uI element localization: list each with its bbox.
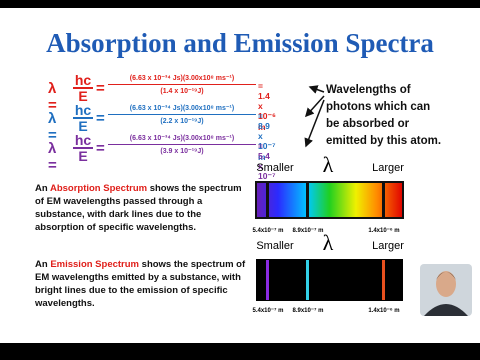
- fraction: hc E: [73, 103, 93, 134]
- arrow: [304, 95, 325, 118]
- absorption-text: An Absorption Spectrum shows the spectru…: [35, 182, 250, 234]
- text: An: [35, 259, 51, 270]
- bright-line: [306, 260, 309, 300]
- fraction: (6.63 x 10⁻³⁴ Js)(3.00x10⁸ ms⁻¹) (1.4 x 1…: [108, 74, 256, 95]
- equals: =: [96, 140, 105, 157]
- line-label: 1.4x10⁻⁶ m: [368, 228, 399, 234]
- dark-line: [306, 183, 309, 217]
- arrow: [308, 85, 325, 94]
- denominator: E: [78, 88, 88, 104]
- line-label: 8.9x10⁻⁷ m: [293, 228, 324, 234]
- smaller-label: Smaller: [256, 162, 294, 174]
- line-label: 5.4x10⁻⁷ m: [253, 308, 284, 314]
- smaller-label: Smaller: [256, 240, 294, 252]
- fraction: (6.63 x 10⁻³⁴ Js)(3.00x10⁸ ms⁻¹) (2.2 x 1…: [108, 104, 256, 125]
- numerator: (6.63 x 10⁻³⁴ Js)(3.00x10⁸ ms⁻¹): [108, 134, 256, 145]
- fraction: hc E: [73, 133, 93, 164]
- larger-label: Larger: [372, 162, 404, 174]
- lhs: λ =: [48, 140, 57, 174]
- spectrum-bar: [256, 259, 403, 301]
- line-label: 1.4x10⁻⁶ m: [368, 308, 399, 314]
- denominator: (1.4 x 10⁻¹⁹J): [160, 88, 204, 95]
- spectrum-bar: [255, 181, 404, 219]
- face: [436, 271, 456, 297]
- numerator: hc: [73, 102, 93, 119]
- note-line: emitted by this atom.: [326, 135, 442, 147]
- result: = 8.9 x 10⁻⁷ m: [258, 111, 276, 162]
- note-line: Wavelengths of: [326, 84, 411, 96]
- denominator: E: [78, 148, 88, 164]
- line-label: 8.9x10⁻⁷ m: [293, 308, 324, 314]
- emission-spectrum: Smaller λ Larger 5.4x10⁻⁷ m 8.9x10⁻⁷ m 1…: [253, 230, 405, 314]
- lhs: λ =: [48, 110, 57, 144]
- denominator: (2.2 x 10⁻¹⁹J): [160, 118, 204, 125]
- numerator: (6.63 x 10⁻³⁴ Js)(3.00x10⁸ ms⁻¹): [108, 74, 256, 85]
- hair: [436, 272, 456, 280]
- term: Absorption Spectrum: [49, 183, 148, 194]
- larger-label: Larger: [372, 240, 404, 252]
- shoulders: [424, 304, 468, 316]
- bright-line: [266, 260, 269, 300]
- dark-line: [266, 183, 269, 217]
- denominator: E: [78, 118, 88, 134]
- numerator: hc: [73, 72, 93, 89]
- fraction: hc E: [73, 73, 93, 104]
- result: = 1.4 x 10⁻⁶ m: [258, 81, 276, 132]
- denominator: (3.9 x 10⁻¹⁹J): [160, 148, 204, 155]
- text: shows the spectrum of EM wavelengths pas…: [35, 183, 242, 233]
- text: An: [35, 183, 50, 194]
- lambda: λ: [323, 230, 334, 255]
- term: Emission Spectrum: [50, 259, 140, 270]
- dark-line: [382, 183, 385, 217]
- letterbox: [0, 0, 480, 8]
- arrows: [304, 85, 325, 148]
- note-line: be absorbed or: [326, 118, 410, 130]
- letterbox: [0, 343, 480, 360]
- arrow: [304, 99, 325, 148]
- bright-line: [382, 260, 385, 300]
- lhs: λ =: [48, 80, 57, 114]
- equals: =: [96, 80, 105, 97]
- fraction: (6.63 x 10⁻³⁴ Js)(3.00x10⁸ ms⁻¹) (3.9 x 1…: [108, 134, 256, 155]
- absorption-spectrum: Smaller λ Larger 5.4x10⁻⁷ m 8.9x10⁻⁷ m 1…: [253, 152, 405, 234]
- note-line: photons which can: [326, 101, 431, 113]
- text: shows the spectrum of EM wavelengths emi…: [35, 259, 246, 309]
- numerator: hc: [73, 132, 93, 149]
- equals: =: [96, 110, 105, 127]
- line-label: 5.4x10⁻⁷ m: [253, 228, 284, 234]
- lambda: λ: [323, 152, 334, 177]
- numerator: (6.63 x 10⁻³⁴ Js)(3.00x10⁸ ms⁻¹): [108, 104, 256, 115]
- presenter-video: [420, 264, 472, 316]
- title: Absorption and Emission Spectra: [46, 28, 434, 58]
- emission-text: An Emission Spectrum shows the spectrum …: [35, 258, 250, 310]
